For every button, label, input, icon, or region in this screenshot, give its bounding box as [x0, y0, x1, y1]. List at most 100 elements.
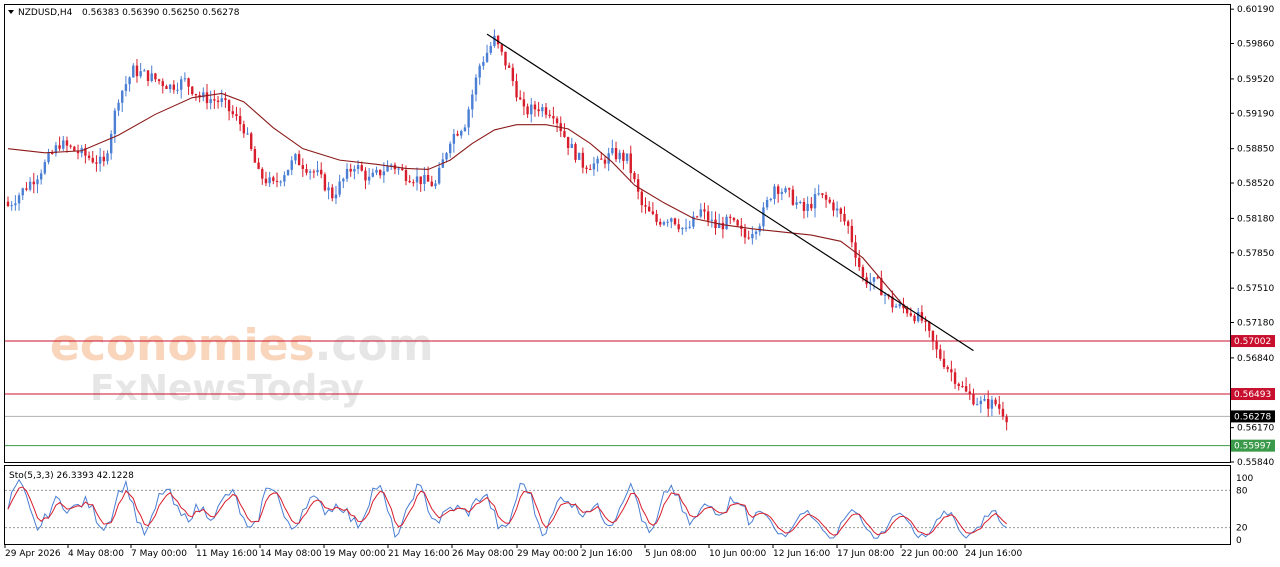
svg-text:economies.com: economies.com	[50, 320, 434, 371]
symbol-label: NZDUSD,H4	[18, 8, 73, 18]
candle-body	[776, 186, 780, 194]
candle-body	[334, 194, 338, 199]
candle-body	[603, 159, 607, 164]
menu-triangle-icon[interactable]	[8, 10, 14, 14]
candle-body	[600, 158, 603, 160]
candle-body	[467, 109, 470, 128]
candle-body	[224, 98, 227, 101]
candle-body	[132, 65, 135, 78]
candle-body	[209, 99, 212, 104]
candle-body	[913, 315, 916, 322]
candle-body	[135, 65, 139, 77]
trendline-line[interactable]	[486, 33, 974, 352]
candle-body	[670, 218, 673, 222]
price-tick-label: 0.55840	[1237, 458, 1274, 468]
candle-body	[625, 153, 629, 161]
candle-body	[998, 404, 1001, 409]
candle-body	[644, 205, 647, 207]
candle-body	[916, 312, 920, 322]
candle-body	[69, 145, 72, 147]
candle-body	[843, 213, 846, 222]
candle-body	[821, 193, 824, 195]
stochastic-label: Sto(5,3,3) 26.3393 42.1228	[9, 471, 134, 481]
level-tag-label: 0.55997	[1234, 442, 1271, 452]
candle-body	[747, 237, 750, 239]
candle-body	[946, 367, 949, 370]
candle-body	[585, 167, 588, 170]
candle-body	[6, 201, 10, 207]
candle-body	[364, 170, 367, 181]
candle-body	[397, 168, 400, 170]
candle-body	[463, 127, 467, 131]
candle-body	[342, 178, 345, 182]
candle-body	[537, 109, 540, 112]
candle-body	[555, 118, 559, 124]
candle-body	[507, 65, 511, 68]
candle-body	[651, 211, 655, 215]
candle-body	[253, 149, 257, 163]
candle-body	[640, 191, 644, 206]
stochastic-axis: 100 80 20 0	[1236, 474, 1253, 546]
time-tick-label: 19 May 00:00	[324, 549, 386, 559]
candle-body	[286, 169, 290, 176]
stochastic-tick-label: 100	[1236, 474, 1253, 484]
price-tick-label: 0.57510	[1237, 284, 1274, 294]
time-tick-label: 11 May 16:00	[196, 549, 258, 559]
candle-body	[614, 148, 618, 160]
level-tag	[1231, 439, 1275, 452]
candle-body	[471, 94, 474, 110]
candle-body	[522, 99, 526, 107]
candle-body	[883, 294, 887, 296]
time-tick-label: 10 Jun 00:00	[709, 549, 766, 559]
candle-body	[618, 152, 621, 160]
candle-body	[279, 181, 282, 183]
candle-body	[172, 84, 176, 90]
candle-body	[577, 152, 581, 160]
candle-body	[17, 195, 21, 204]
candle-body	[515, 81, 518, 98]
candle-body	[54, 145, 58, 154]
candle-body	[754, 231, 758, 234]
candle-body	[942, 358, 946, 368]
candle-body	[191, 86, 194, 95]
level-tag-label: 0.56278	[1234, 412, 1271, 422]
candle-body	[445, 153, 448, 160]
candle-body	[655, 214, 658, 222]
candle-body	[1001, 408, 1005, 417]
candle-body	[360, 165, 363, 171]
price-tick-label: 0.58180	[1237, 214, 1274, 224]
candle-body	[95, 162, 98, 164]
candle-body	[622, 152, 625, 161]
candle-body	[832, 202, 835, 211]
candle-body	[950, 369, 953, 373]
candle-body	[990, 399, 994, 409]
candle-body	[647, 206, 651, 212]
candle-body	[73, 146, 76, 152]
candle-body	[456, 133, 459, 136]
candle-body	[806, 203, 809, 211]
candle-body	[154, 73, 157, 80]
candle-body	[157, 79, 161, 82]
candle-body	[894, 306, 898, 308]
candle-body	[876, 277, 879, 279]
stochastic-main-line[interactable]	[7, 478, 1007, 539]
candle-body	[957, 383, 960, 387]
candle-body	[227, 100, 231, 112]
candle-body	[220, 98, 223, 102]
candle-body	[308, 171, 312, 173]
candle-body	[312, 171, 316, 173]
candle-body	[935, 341, 938, 350]
candle-body	[21, 188, 24, 196]
stochastic-tick-label: 80	[1236, 486, 1248, 496]
candle-body	[65, 140, 69, 146]
candle-body	[426, 175, 430, 182]
candle-body	[861, 266, 865, 278]
candle-body	[290, 160, 293, 170]
ma-line[interactable]	[7, 92, 908, 311]
candle-body	[1005, 416, 1008, 423]
candle-body	[246, 133, 249, 135]
candle-body	[187, 78, 190, 87]
stochastic-signal-line[interactable]	[7, 486, 1007, 536]
candle-body	[449, 143, 452, 154]
stochastic-tick-label: 0	[1236, 536, 1242, 546]
